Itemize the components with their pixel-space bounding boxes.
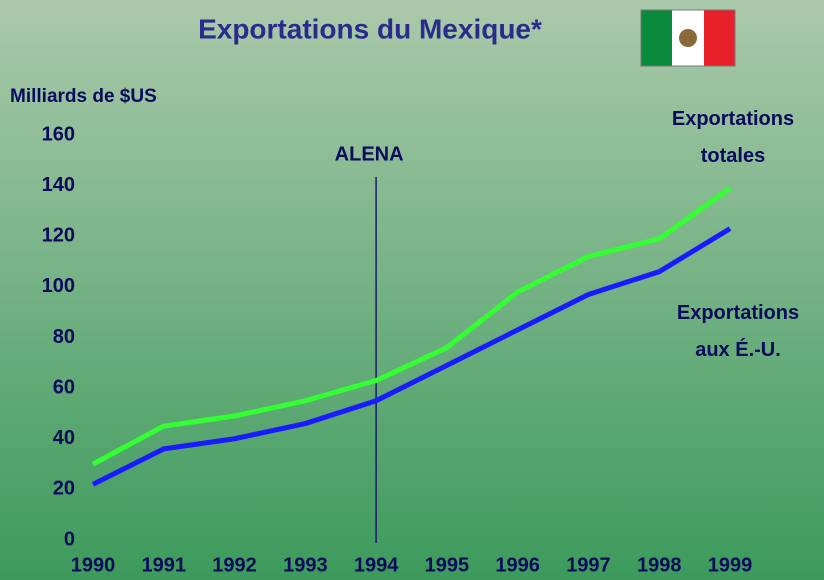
y-axis-label: Milliards de $US [10,86,157,107]
y-tick-label: 140 [42,174,75,196]
line-series [91,226,732,487]
y-tick-label: 0 [64,528,75,550]
x-tick-label: 1995 [425,554,470,576]
y-tick-label: 120 [42,225,75,247]
y-tick-label: 100 [42,275,75,297]
line-series [91,186,732,467]
x-tick-label: 1994 [354,554,399,576]
x-tick-label: 1991 [142,554,187,576]
x-tick-label: 1993 [283,554,328,576]
x-tick-label: 1996 [495,554,540,576]
annotation-label: ALENA [335,143,404,165]
chart-title: Exportations du Mexique* [198,13,542,44]
y-tick-label: 80 [53,326,75,348]
x-tick-label: 1992 [212,554,257,576]
x-tick-label: 1999 [708,554,753,576]
series-label: Exportations aux É.-U. [677,302,799,361]
x-tick-label: 1997 [566,554,611,576]
y-tick-label: 60 [53,376,75,398]
x-tick-label: 1998 [637,554,682,576]
y-tick-label: 20 [53,478,75,500]
flag [640,9,736,67]
y-tick-label: 160 [42,123,75,145]
series-label: Exportations totales [672,108,794,167]
x-tick-label: 1990 [71,554,116,576]
y-tick-label: 40 [53,427,75,449]
